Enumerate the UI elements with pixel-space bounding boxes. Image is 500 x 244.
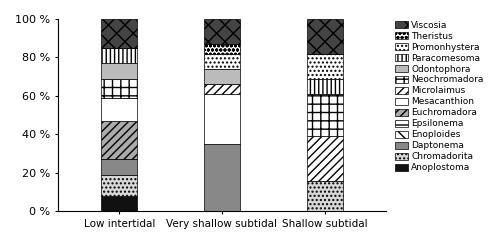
Bar	[204, 19, 240, 44]
Bar	[306, 136, 342, 181]
Bar	[102, 98, 138, 121]
Bar	[102, 79, 138, 98]
Bar	[306, 19, 342, 54]
Bar	[102, 196, 138, 211]
Bar	[204, 144, 240, 211]
Bar	[204, 84, 240, 94]
Bar	[102, 48, 138, 63]
Bar	[102, 121, 138, 159]
Bar	[306, 79, 342, 94]
Bar	[102, 175, 138, 196]
Bar	[204, 54, 240, 69]
Bar	[204, 44, 240, 54]
Bar	[306, 181, 342, 211]
Bar	[102, 19, 138, 48]
Bar	[306, 94, 342, 136]
Bar	[102, 63, 138, 79]
Bar	[204, 94, 240, 144]
Bar	[102, 159, 138, 175]
Legend: Viscosia, Theristus, Promonhystera, Paracomesoma, Odontophora, Neochromadora, Mi: Viscosia, Theristus, Promonhystera, Para…	[394, 20, 484, 173]
Bar	[306, 54, 342, 79]
Bar	[204, 69, 240, 84]
